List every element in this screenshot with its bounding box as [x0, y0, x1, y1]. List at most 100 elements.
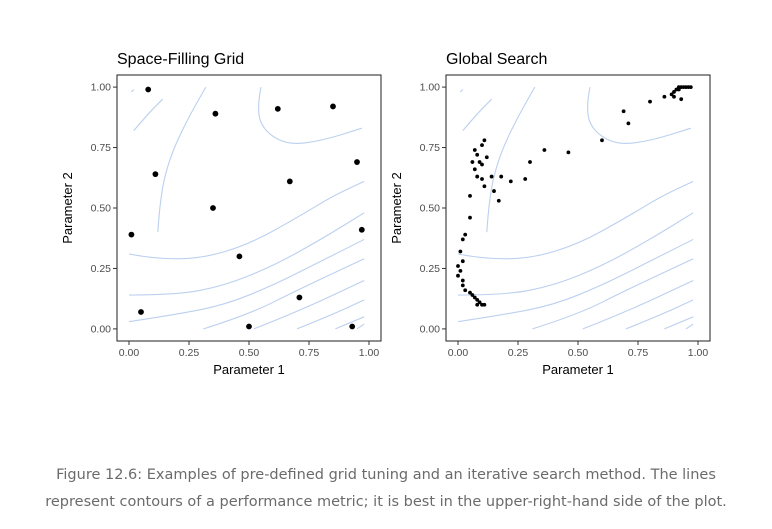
x-tick-label: 0.75 [628, 347, 649, 359]
data-point [484, 155, 489, 160]
data-point [499, 174, 504, 179]
contour-line [664, 316, 694, 330]
data-point [542, 148, 547, 152]
x-tick-label: 0.00 [448, 347, 469, 359]
data-point [482, 302, 487, 307]
y-tick-label: 1.00 [420, 82, 441, 94]
x-tick-label: 0.25 [179, 347, 200, 359]
data-point [296, 294, 303, 301]
y-tick-label: 0.00 [91, 324, 112, 336]
data-point [354, 159, 360, 165]
data-point [458, 268, 463, 273]
data-point [274, 105, 281, 112]
data-point [286, 178, 293, 185]
contour-line [457, 180, 694, 260]
contour-line [128, 212, 365, 296]
contour-line [157, 86, 207, 233]
x-tick-label: 1.00 [688, 347, 709, 359]
contour-lines [457, 86, 694, 330]
contour-line [335, 316, 365, 330]
contour-line [253, 280, 365, 330]
data-point [458, 249, 463, 254]
figure-caption: Figure 12.6: Examples of pre-defined gri… [45, 467, 727, 510]
contour-line [457, 212, 694, 296]
data-point [152, 171, 159, 178]
contour-line [203, 258, 365, 330]
y-tick-label: 0.50 [91, 203, 112, 215]
x-axis-label: Parameter 1 [542, 362, 614, 377]
contour-line [460, 89, 464, 93]
data-point [566, 150, 571, 155]
contour-line [532, 258, 694, 330]
chart-title: Global Search [446, 51, 547, 68]
contour-line [457, 238, 694, 323]
data-point [480, 143, 484, 148]
data-point [600, 138, 604, 143]
data-point [470, 293, 475, 297]
data-point [358, 226, 365, 233]
contour-line [582, 280, 694, 330]
x-tick-label: 0.50 [239, 347, 260, 359]
data-point [475, 152, 480, 157]
contour-line [258, 86, 362, 144]
y-tick-label: 0.25 [91, 263, 112, 275]
data-point [508, 179, 513, 184]
data-point [236, 253, 243, 260]
data-point [210, 205, 216, 211]
contour-line [128, 180, 365, 260]
data-point [212, 110, 219, 117]
data-point [468, 215, 472, 220]
data-point [482, 184, 487, 189]
data-point [528, 160, 532, 164]
data-point [468, 290, 472, 295]
data-point [460, 283, 465, 288]
data-point [349, 323, 356, 330]
data-point [128, 231, 135, 238]
chart-title: Space-Filling Grid [117, 51, 244, 68]
contour-line [356, 323, 365, 330]
data-point [472, 148, 477, 152]
contour-line [486, 86, 536, 233]
data-point [472, 167, 477, 172]
data-point [621, 109, 626, 114]
data-point [672, 90, 676, 94]
data-point [145, 86, 152, 93]
figure: 0.00 0.25 0.50 0.75 1.00 0.00 0.25 0.50 0.75 1.00… [60, 51, 711, 377]
data-point [475, 297, 480, 302]
y-axis-label: Parameter 2 [60, 172, 75, 244]
data-point [662, 94, 667, 99]
data-point [482, 138, 487, 143]
contour-line [131, 89, 135, 93]
y-tick-label: 0.50 [420, 203, 441, 215]
data-point [477, 300, 482, 305]
contour-line [133, 98, 163, 131]
data-point [475, 302, 480, 307]
scatter-panel-1: 0.00 0.25 0.50 0.75 1.00 0.00 0.25 0.50 0.75 1.00… [60, 51, 382, 377]
y-tick-label: 0.25 [420, 263, 441, 275]
data-point [456, 264, 460, 268]
data-point [688, 85, 693, 89]
data-point [475, 174, 480, 179]
data-point [463, 232, 468, 237]
data-point [496, 198, 501, 203]
contour-lines [128, 86, 365, 330]
data-point [477, 160, 482, 164]
contour-line [462, 98, 492, 131]
data-point [626, 121, 631, 126]
y-axis-label: Parameter 2 [389, 172, 404, 244]
plot-border [445, 74, 711, 342]
data-point [648, 99, 652, 104]
x-tick-label: 0.75 [299, 347, 320, 359]
data-point [480, 162, 484, 167]
data-point [456, 273, 460, 278]
data-point [246, 323, 252, 330]
data-point [472, 295, 477, 300]
x-tick-label: 0.25 [508, 347, 529, 359]
data-point [463, 288, 468, 293]
x-tick-label: 0.50 [568, 347, 589, 359]
contour-line [625, 299, 694, 330]
data-point [492, 189, 496, 193]
data-point [138, 309, 144, 315]
scatter-panel-2: 0.00 0.25 0.50 0.75 1.00 0.00 0.25 0.50 0.75 1.00… [389, 51, 711, 377]
data-point [468, 194, 472, 198]
